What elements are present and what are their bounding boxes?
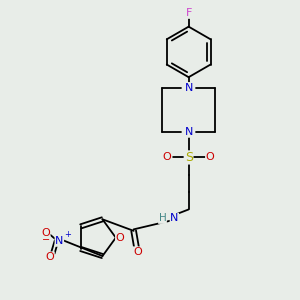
Text: O: O	[206, 152, 214, 162]
Text: S: S	[184, 151, 193, 164]
Text: O: O	[163, 152, 172, 162]
Text: O: O	[133, 247, 142, 257]
Text: O: O	[46, 252, 54, 262]
Text: +: +	[64, 230, 71, 239]
Text: O: O	[116, 233, 124, 243]
Text: F: F	[185, 8, 192, 18]
Text: −: −	[42, 235, 50, 245]
Text: H: H	[159, 213, 166, 224]
Text: N: N	[55, 236, 64, 246]
Text: N: N	[170, 213, 178, 224]
Text: N: N	[184, 127, 193, 137]
Text: O: O	[41, 228, 50, 238]
Text: N: N	[184, 82, 193, 93]
